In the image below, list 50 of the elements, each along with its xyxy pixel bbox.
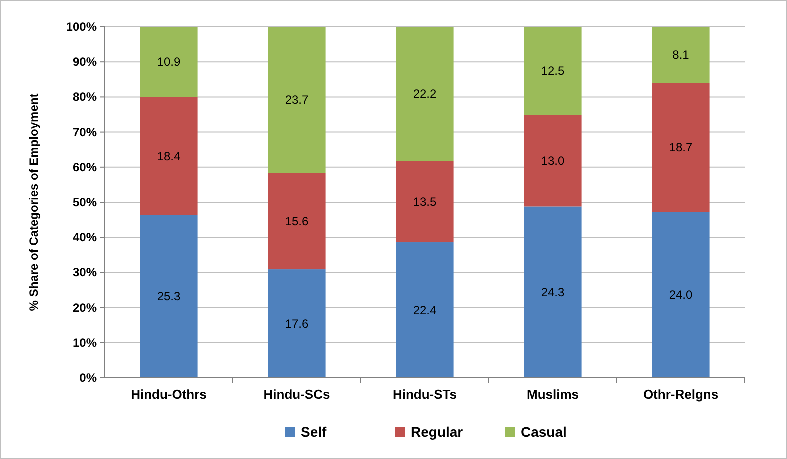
bar bbox=[652, 212, 710, 378]
legend-label: Regular bbox=[411, 424, 464, 440]
bar bbox=[268, 270, 326, 378]
y-tick-label: 50% bbox=[72, 196, 98, 210]
y-tick-label: 60% bbox=[72, 160, 98, 174]
annotation: 23.7 bbox=[285, 93, 309, 108]
y-axis-title: % Share of Categories of Employment bbox=[27, 94, 41, 312]
legend-label: Casual bbox=[521, 424, 567, 440]
annotation: 15.6 bbox=[285, 214, 309, 228]
bar bbox=[524, 206, 582, 378]
y-tick-label: 70% bbox=[72, 125, 98, 140]
bar bbox=[524, 115, 582, 207]
annotation: 8.1 bbox=[672, 48, 690, 62]
annotation: 25.3 bbox=[157, 290, 181, 304]
annotation: 13.5 bbox=[413, 194, 437, 209]
y-tick-label: 40% bbox=[72, 230, 98, 245]
bar bbox=[652, 27, 710, 84]
bar bbox=[140, 215, 198, 378]
x-tick-label: Othr-Relgns bbox=[643, 387, 719, 402]
x-tick-label: Muslims bbox=[526, 387, 580, 402]
y-tick-label: 10% bbox=[72, 336, 98, 350]
bar bbox=[268, 27, 326, 174]
bar bbox=[652, 83, 710, 212]
y-tick-label: 100% bbox=[66, 20, 98, 34]
x-tick-label: Hindu-Othrs bbox=[131, 387, 207, 402]
annotation: 13.0 bbox=[541, 154, 565, 168]
annotation: 18.4 bbox=[157, 149, 181, 164]
annotation: 24.0 bbox=[669, 288, 693, 302]
bar bbox=[524, 27, 582, 116]
annotation: 10.9 bbox=[157, 55, 181, 70]
y-tick-label: 90% bbox=[72, 55, 98, 70]
y-tick-label: 20% bbox=[72, 300, 98, 315]
annotation: 22.4 bbox=[413, 303, 437, 318]
y-tick-label: 80% bbox=[72, 90, 98, 104]
annotation: 18.7 bbox=[669, 140, 693, 155]
annotation: 17.6 bbox=[285, 316, 309, 331]
annotation: 24.3 bbox=[541, 285, 565, 300]
y-tick-label: 30% bbox=[72, 266, 98, 280]
bar bbox=[268, 173, 326, 270]
y-tick-label: 0% bbox=[80, 371, 98, 385]
annotation: 22.2 bbox=[413, 87, 437, 102]
legend-label: Self bbox=[301, 424, 328, 440]
x-tick-label: Hindu-STs bbox=[392, 387, 458, 402]
bar bbox=[140, 97, 198, 216]
bar bbox=[396, 242, 454, 378]
bar bbox=[396, 161, 454, 243]
bar bbox=[396, 27, 454, 162]
bar bbox=[140, 27, 198, 98]
x-tick-label: Hindu-SCs bbox=[264, 387, 330, 402]
annotation: 12.5 bbox=[541, 64, 565, 78]
